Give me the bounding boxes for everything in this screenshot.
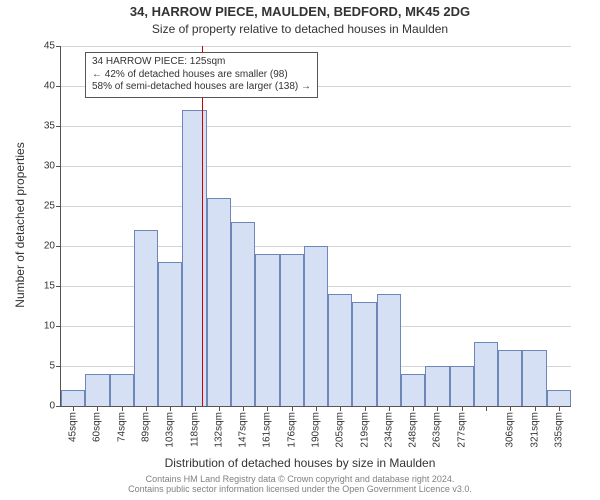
attribution: Contains HM Land Registry data © Crown c… [0, 474, 600, 494]
page-title: 34, HARROW PIECE, MAULDEN, BEDFORD, MK45… [0, 4, 600, 19]
ytick-label: 5 [49, 361, 61, 372]
xtick-mark [389, 406, 390, 411]
xtick-mark [413, 406, 414, 411]
bar [474, 342, 498, 406]
ytick-label: 45 [44, 41, 61, 52]
xtick-mark [365, 406, 366, 411]
xtick-mark [437, 406, 438, 411]
bar [231, 222, 255, 406]
xtick-label: 277sqm [456, 412, 467, 448]
xtick-mark [559, 406, 560, 411]
xtick-mark [535, 406, 536, 411]
y-axis-label: Number of detached properties [13, 75, 27, 375]
xtick-label: 45sqm [68, 412, 79, 442]
page-subtitle: Size of property relative to detached ho… [0, 22, 600, 36]
xtick-mark [462, 406, 463, 411]
bar [352, 302, 376, 406]
xtick-mark [97, 406, 98, 411]
bar [182, 110, 206, 406]
attribution-line2: Contains public sector information licen… [0, 484, 600, 494]
bar [61, 390, 85, 406]
xtick-label: 234sqm [383, 412, 394, 448]
xtick-label: 176sqm [286, 412, 297, 448]
annotation-box: 34 HARROW PIECE: 125sqm ← 42% of detache… [85, 52, 318, 98]
bar [328, 294, 352, 406]
bar [450, 366, 474, 406]
bar [498, 350, 522, 406]
ytick-label: 35 [44, 121, 61, 132]
attribution-line1: Contains HM Land Registry data © Crown c… [0, 474, 600, 484]
xtick-label: 248sqm [408, 412, 419, 448]
ytick-label: 20 [44, 241, 61, 252]
chart-container: 34, HARROW PIECE, MAULDEN, BEDFORD, MK45… [0, 0, 600, 500]
reference-line [202, 46, 203, 406]
plot-area: 34 HARROW PIECE: 125sqm ← 42% of detache… [60, 46, 571, 407]
x-axis-label: Distribution of detached houses by size … [0, 456, 600, 470]
xtick-label: 161sqm [262, 412, 273, 448]
xtick-label: 89sqm [141, 412, 152, 442]
bar [110, 374, 134, 406]
xtick-mark [73, 406, 74, 411]
ytick-label: 15 [44, 281, 61, 292]
bar [255, 254, 279, 406]
xtick-label: 118sqm [189, 412, 200, 447]
annotation-line1: 34 HARROW PIECE: 125sqm [92, 56, 311, 69]
xtick-label: 306sqm [505, 412, 516, 448]
xtick-mark [122, 406, 123, 411]
xtick-label: 60sqm [92, 412, 103, 442]
xtick-mark [340, 406, 341, 411]
bar [522, 350, 546, 406]
xtick-label: 190sqm [311, 412, 322, 448]
xtick-mark [292, 406, 293, 411]
xtick-mark [267, 406, 268, 411]
xtick-label: 321sqm [529, 412, 540, 448]
xtick-label: 74sqm [116, 412, 127, 442]
bar [304, 246, 328, 406]
xtick-mark [219, 406, 220, 411]
ytick-label: 25 [44, 201, 61, 212]
bar [425, 366, 449, 406]
xtick-mark [316, 406, 317, 411]
xtick-mark [170, 406, 171, 411]
xtick-label: 219sqm [359, 412, 370, 448]
bar [134, 230, 158, 406]
bar [547, 390, 571, 406]
ytick-label: 0 [49, 401, 61, 412]
xtick-label: 263sqm [432, 412, 443, 448]
ytick-label: 40 [44, 81, 61, 92]
xtick-label: 147sqm [238, 412, 249, 448]
bar [401, 374, 425, 406]
xtick-label: 103sqm [165, 412, 176, 448]
annotation-line2: ← 42% of detached houses are smaller (98… [92, 69, 311, 82]
bar [85, 374, 109, 406]
ytick-label: 10 [44, 321, 61, 332]
xtick-mark [510, 406, 511, 411]
bar [158, 262, 182, 406]
bars-group [61, 46, 571, 406]
xtick-label: 132sqm [213, 412, 224, 448]
xtick-label: 335sqm [553, 412, 564, 448]
xtick-label: 205sqm [335, 412, 346, 448]
ytick-label: 30 [44, 161, 61, 172]
bar [280, 254, 304, 406]
xtick-mark [243, 406, 244, 411]
bar [377, 294, 401, 406]
xtick-mark [146, 406, 147, 411]
xtick-mark [486, 406, 487, 411]
annotation-line3: 58% of semi-detached houses are larger (… [92, 81, 311, 94]
xtick-mark [195, 406, 196, 411]
bar [207, 198, 231, 406]
